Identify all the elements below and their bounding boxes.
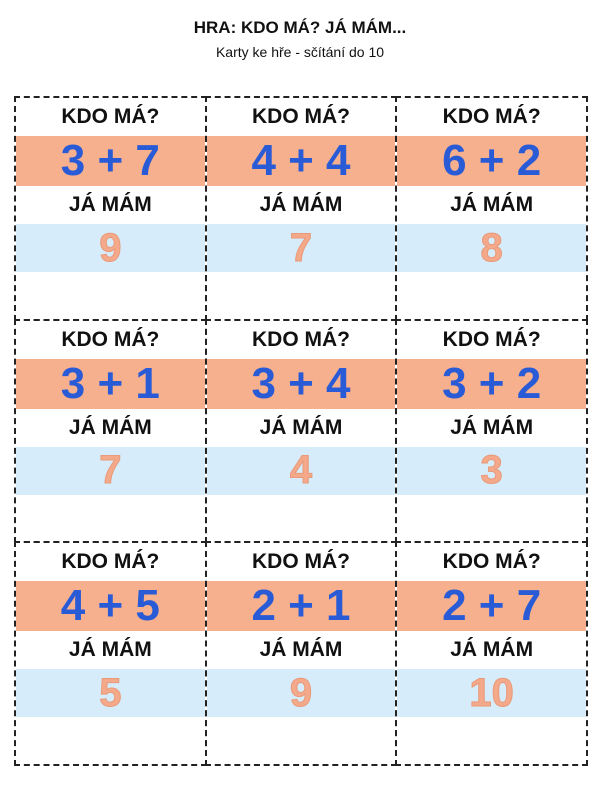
card-blank-area [207, 495, 396, 542]
card-answer-label: JÁ MÁM [259, 193, 343, 216]
card-answer: 9 [206, 669, 396, 718]
card-3: KDO MÁ? 6 + 2 JÁ MÁM 8 [395, 96, 588, 321]
card-4: KDO MÁ? 3 + 1 JÁ MÁM 7 [14, 318, 207, 544]
card-blank-area [16, 495, 205, 542]
card-expression: 4 + 4 [206, 136, 396, 186]
card-1: KDO MÁ? 3 + 7 JÁ MÁM 9 [14, 96, 207, 321]
card-answer-label: JÁ MÁM [68, 415, 152, 439]
card-answer: 10 [397, 669, 586, 718]
card-question: KDO MÁ? [61, 327, 160, 351]
card-answer-label: JÁ MÁM [450, 193, 534, 216]
card-answer: 8 [397, 224, 586, 272]
card-answer-label: JÁ MÁM [450, 415, 534, 439]
card-answer: 5 [16, 669, 205, 718]
card-answer: 4 [206, 446, 396, 495]
card-question: KDO MÁ? [442, 327, 541, 351]
card-expression: 2 + 1 [206, 581, 396, 632]
card-8: KDO MÁ? 2 + 1 JÁ MÁM 9 [204, 541, 398, 766]
card-expression: 3 + 4 [206, 358, 396, 409]
card-question: KDO MÁ? [442, 550, 541, 574]
card-blank-area [207, 272, 396, 319]
card-expression: 3 + 1 [16, 358, 205, 409]
card-expression: 4 + 5 [16, 581, 205, 632]
page-title: HRA: KDO MÁ? JÁ MÁM... [193, 18, 407, 37]
card-answer-label: JÁ MÁM [450, 638, 534, 662]
card-9: KDO MÁ? 2 + 7 JÁ MÁM 10 [395, 541, 588, 766]
card-blank-area [397, 717, 586, 764]
card-question: KDO MÁ? [61, 550, 160, 574]
card-6: KDO MÁ? 3 + 2 JÁ MÁM 3 [395, 318, 588, 544]
card-question: KDO MÁ? [251, 550, 350, 574]
card-blank-area [397, 272, 586, 319]
card-expression: 2 + 7 [397, 581, 586, 632]
card-expression: 3 + 7 [16, 136, 205, 186]
card-answer: 7 [206, 224, 396, 272]
card-blank-area [16, 717, 205, 764]
card-2: KDO MÁ? 4 + 4 JÁ MÁM 7 [204, 96, 398, 321]
card-answer-label: JÁ MÁM [259, 415, 343, 439]
card-answer-label: JÁ MÁM [259, 638, 343, 662]
card-blank-area [207, 717, 396, 764]
card-answer-label: JÁ MÁM [68, 638, 152, 662]
card-blank-area [16, 272, 205, 319]
card-answer-label: JÁ MÁM [68, 193, 152, 216]
card-answer: 9 [16, 224, 205, 272]
card-answer: 3 [397, 446, 586, 495]
card-question: KDO MÁ? [251, 105, 350, 128]
card-5: KDO MÁ? 3 + 4 JÁ MÁM 4 [204, 318, 398, 544]
card-expression: 3 + 2 [397, 358, 586, 409]
card-question: KDO MÁ? [251, 327, 350, 351]
card-question: KDO MÁ? [442, 105, 541, 128]
card-blank-area [397, 495, 586, 542]
card-answer: 7 [16, 446, 205, 495]
card-question: KDO MÁ? [61, 105, 160, 128]
card-grid: KDO MÁ? 3 + 7 JÁ MÁM 9 KDO MÁ? 4 + 4 JÁ … [14, 96, 588, 766]
card-7: KDO MÁ? 4 + 5 JÁ MÁM 5 [14, 541, 207, 766]
page-subtitle: Karty ke hře - sčítání do 10 [215, 44, 385, 60]
card-expression: 6 + 2 [397, 136, 586, 186]
